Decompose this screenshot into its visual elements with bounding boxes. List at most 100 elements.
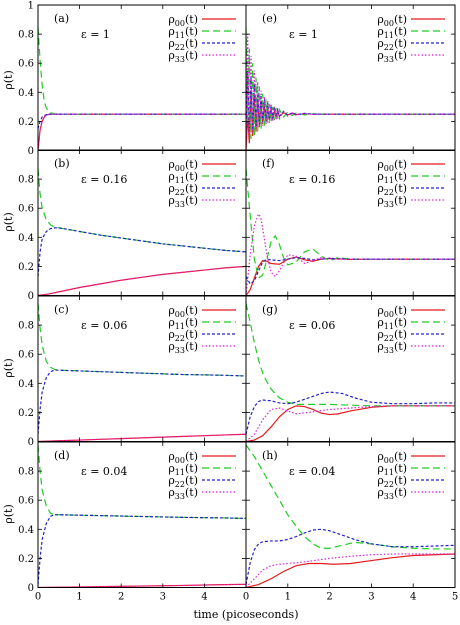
- panel-label-d: (d): [54, 449, 70, 462]
- x-tick-label-d-0: 0: [35, 592, 41, 603]
- series-line-11-g: [246, 303, 455, 407]
- x-tick-label-h-2: 2: [326, 592, 332, 603]
- epsilon-label-b: ε = 0.16: [81, 173, 127, 186]
- x-tick-label-h-1: 1: [285, 592, 291, 603]
- legend-label-22-b: ρ22(t): [168, 182, 198, 197]
- y-tick-label-a-5: 1: [28, 1, 34, 12]
- series-line-22-e: [246, 70, 455, 134]
- series-line-00-e: [246, 92, 455, 151]
- y-tick-label-c-3: 0.6: [18, 350, 34, 361]
- y-tick-label-b-2: 0.4: [18, 233, 34, 244]
- panel-label-e: (e): [262, 12, 277, 25]
- legend-label-00-d: ρ00(t): [168, 450, 198, 465]
- panel-e: (e) ε = 1 ρ00(t)ρ11(t)ρ22(t)ρ33(t): [245, 4, 456, 151]
- series-line-00-a: [38, 113, 246, 151]
- y-tick-label-d-1: 0.2: [18, 554, 34, 565]
- series-line-00-b: [38, 265, 246, 296]
- series-line-11-d: [38, 444, 246, 519]
- panel-g: (g) ε = 0.06 ρ00(t)ρ11(t)ρ22(t)ρ33(t): [245, 295, 456, 442]
- legend-label-11-b: ρ11(t): [168, 170, 198, 185]
- y-axis-title-c: ρ(t): [2, 358, 15, 377]
- y-tick-label-d-0: 0: [28, 583, 34, 594]
- y-tick-label-c-2: 0.4: [18, 379, 34, 390]
- x-tick-label-d-4: 4: [201, 592, 207, 603]
- legend-label-11-e: ρ11(t): [377, 25, 407, 40]
- y-tick-label-a-4: 0.8: [18, 30, 34, 41]
- panels-group: 00.20.40.60.81(a)ε = 1ρ00(t)ρ11(t)ρ22(t)…: [18, 1, 458, 603]
- panel-b: 0 0.2 0.4 0.6 0.8 (b) ε = 0.16 ρ00(t)ρ11(t)ρ22(…: [18, 149, 247, 302]
- legend-label-00-a: ρ00(t): [168, 13, 198, 28]
- y-tick-label-d-2: 0.4: [18, 525, 34, 536]
- y-tick-label-c-1: 0.2: [18, 408, 34, 419]
- legend-label-33-f: ρ33(t): [377, 194, 407, 209]
- legend-label-11-d: ρ11(t): [168, 462, 198, 477]
- legend-label-00-g: ρ00(t): [377, 304, 407, 319]
- panel-frame-h: [245, 441, 456, 588]
- series-line-22-c: [38, 369, 246, 435]
- legend-label-11-f: ρ11(t): [377, 170, 407, 185]
- y-tick-label-c-4: 0.8: [18, 321, 34, 332]
- legend-label-22-c: ρ22(t): [168, 328, 198, 343]
- x-tick-label-h-5: 5: [452, 592, 458, 603]
- y-axis-title-d: ρ(t): [2, 504, 15, 523]
- panel-c: 0 0.2 0.4 0.6 0.8 (c) ε = 0.06 ρ00(t)ρ11(t)ρ22(…: [18, 295, 247, 448]
- series-line-22-b: [38, 227, 246, 277]
- x-tick-label-h-3: 3: [368, 592, 374, 603]
- legend-label-33-g: ρ33(t): [377, 340, 407, 355]
- y-tick-label-b-0: 0: [28, 291, 34, 302]
- epsilon-label-a: ε = 1: [81, 28, 110, 41]
- series-line-00-f: [246, 256, 455, 296]
- series-line-22-f: [246, 257, 455, 285]
- x-tick-label-d-2: 2: [118, 592, 124, 603]
- epsilon-label-f: ε = 0.16: [289, 173, 335, 186]
- x-tick-label-d-1: 1: [76, 592, 82, 603]
- panel-label-h: (h): [262, 449, 278, 462]
- panel-frame-c: [37, 295, 247, 442]
- x-tick-label-h-4: 4: [410, 592, 416, 603]
- panel-label-c: (c): [54, 303, 69, 316]
- series-line-33-e: [246, 34, 455, 151]
- legend-label-33-e: ρ33(t): [377, 49, 407, 64]
- series-line-33-f: [246, 212, 455, 296]
- panel-h: 0 1 2 3 4 5 (h) ε = 0.04 ρ00(t)ρ11(t)ρ22(t)ρ33(t…: [243, 441, 458, 603]
- series-line-22-a: [38, 113, 246, 129]
- legend-label-00-b: ρ00(t): [168, 158, 198, 173]
- y-axis-title-a: ρ(t): [2, 70, 15, 89]
- panel-label-b: (b): [54, 157, 70, 170]
- series-line-00-c: [38, 433, 246, 442]
- panel-frame-e: [245, 4, 456, 151]
- y-tick-label-d-3: 0.6: [18, 496, 34, 507]
- series-line-33-b: [38, 265, 246, 296]
- series-line-22-g: [246, 391, 455, 435]
- panel-d: 0 1 2 3 4 0 0.2 0.4 0.6 0.8 (d) ε = 0.04 ρ00(t)ρ11(t…: [18, 441, 247, 603]
- y-tick-label-c-0: 0: [28, 437, 34, 448]
- x-tick-label-h-0: 0: [243, 592, 249, 603]
- legend-label-33-h: ρ33(t): [377, 486, 407, 501]
- legend-label-33-a: ρ33(t): [168, 49, 198, 64]
- legend-label-00-h: ρ00(t): [377, 450, 407, 465]
- series-line-33-a: [38, 113, 246, 151]
- series-line-11-f: [246, 168, 455, 280]
- y-tick-label-a-1: 0.2: [18, 117, 34, 128]
- panel-f: (f) ε = 0.16 ρ00(t)ρ11(t)ρ22(t)ρ33(t): [245, 149, 456, 296]
- legend-label-33-d: ρ33(t): [168, 486, 198, 501]
- legend-label-11-g: ρ11(t): [377, 316, 407, 331]
- series-line-00-h: [246, 553, 455, 588]
- epsilon-label-g: ε = 0.06: [289, 319, 335, 332]
- legend-label-33-b: ρ33(t): [168, 194, 198, 209]
- series-line-22-d: [38, 514, 246, 585]
- legend-label-00-c: ρ00(t): [168, 304, 198, 319]
- legend-label-00-e: ρ00(t): [377, 13, 407, 28]
- legend-label-11-h: ρ11(t): [377, 462, 407, 477]
- y-tick-label-b-3: 0.6: [18, 204, 34, 215]
- series-line-11-a: [38, 26, 246, 115]
- series-line-11-c: [38, 303, 246, 377]
- y-tick-label-b-1: 0.2: [18, 262, 34, 273]
- legend-label-22-d: ρ22(t): [168, 474, 198, 489]
- y-tick-label-a-2: 0.4: [18, 88, 34, 99]
- epsilon-label-h: ε = 0.04: [289, 465, 335, 478]
- panel-a: 0 0.2 0.4 0.6 0.8 1 (a) ε = 1 ρ00(t)ρ11(t)ρ22(t)…: [18, 1, 247, 157]
- legend-label-00-f: ρ00(t): [377, 158, 407, 173]
- legend-label-22-a: ρ22(t): [168, 37, 198, 52]
